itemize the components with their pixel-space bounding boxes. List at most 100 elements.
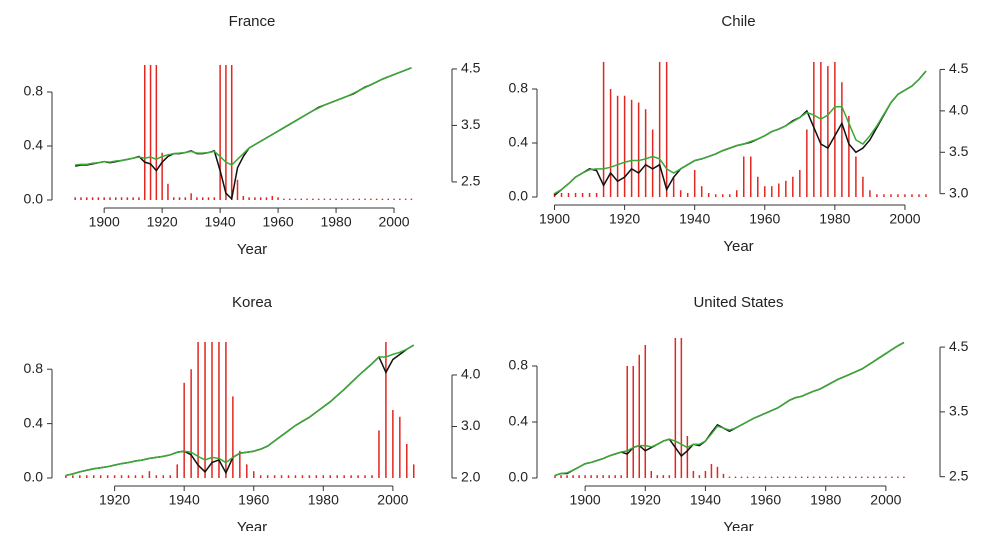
y-tick-label: 0.8: [24, 360, 44, 376]
bar: [728, 476, 731, 478]
bar: [346, 198, 349, 200]
x-tick-label: 1920: [609, 211, 640, 227]
bar: [855, 476, 857, 478]
bar: [785, 180, 787, 197]
bar: [308, 475, 311, 478]
x-tick-label: 1960: [238, 492, 269, 508]
bar: [92, 475, 95, 478]
bar: [197, 342, 199, 478]
bar: [590, 475, 592, 478]
bar: [252, 471, 255, 478]
bar: [674, 338, 677, 478]
bar: [141, 475, 144, 478]
x-tick-label: 1920: [630, 492, 661, 508]
bar: [668, 475, 671, 478]
bar: [329, 198, 332, 200]
x-tick-label: 1980: [819, 211, 850, 227]
x-tick-label: 1980: [308, 492, 339, 508]
bar: [127, 475, 130, 478]
bar: [584, 475, 586, 478]
bar: [740, 476, 743, 478]
bar: [113, 475, 116, 478]
bar: [714, 194, 717, 197]
bar: [271, 195, 274, 200]
bar: [758, 476, 761, 478]
bar: [650, 471, 653, 478]
bar: [341, 198, 343, 200]
bar: [686, 192, 689, 197]
bar: [834, 62, 836, 197]
bar: [735, 190, 738, 197]
bar: [393, 198, 395, 200]
bar: [721, 194, 724, 197]
x-tick-label: 2000: [889, 211, 920, 227]
bar: [820, 62, 822, 197]
bar: [752, 476, 755, 478]
bar: [608, 475, 610, 478]
line: [75, 67, 412, 166]
bar: [183, 382, 185, 478]
bar: [246, 464, 248, 478]
x-tick-label: 2000: [378, 214, 409, 230]
bar: [644, 345, 647, 478]
bar: [79, 475, 81, 478]
bar: [385, 342, 387, 478]
bar: [824, 476, 827, 478]
bar: [273, 475, 276, 478]
bar: [710, 464, 713, 478]
bar: [350, 475, 352, 478]
bar: [848, 116, 850, 197]
x-tick-label: 1900: [89, 214, 120, 230]
bar: [232, 396, 234, 478]
bar: [891, 476, 893, 478]
x-tick-label: 1900: [570, 492, 601, 508]
bar: [254, 197, 256, 200]
bar: [162, 475, 165, 478]
bar: [560, 192, 563, 197]
bar: [343, 475, 345, 478]
bar: [169, 475, 172, 478]
bar: [596, 475, 598, 478]
y-tick-label: 0.8: [509, 80, 529, 96]
bar: [698, 475, 701, 478]
bar: [283, 198, 285, 200]
bar: [578, 475, 580, 478]
bar: [190, 193, 192, 200]
bar: [567, 192, 570, 197]
bar: [890, 194, 892, 197]
bar: [588, 192, 591, 197]
bar: [161, 152, 163, 200]
bar: [692, 471, 695, 478]
bar: [91, 197, 94, 200]
bar: [80, 197, 82, 200]
bar: [869, 190, 871, 197]
bar: [873, 476, 875, 478]
bar: [301, 475, 304, 478]
y-tick-label: 0.0: [509, 188, 529, 204]
bar: [178, 197, 181, 200]
bar: [149, 65, 152, 200]
bar: [672, 176, 675, 197]
bar: [602, 62, 605, 197]
y-tick-label: 0.8: [24, 83, 44, 99]
bar: [867, 476, 869, 478]
bar: [644, 109, 647, 197]
bar: [614, 475, 616, 478]
y-tick-label: 0.0: [24, 191, 44, 207]
bar: [265, 197, 268, 200]
y-tick-label: 0.0: [509, 469, 529, 485]
bar: [626, 366, 628, 478]
bar: [623, 95, 626, 197]
y2-tick-label: 3.0: [949, 184, 969, 200]
bar: [239, 450, 241, 478]
bar: [167, 183, 169, 200]
bar: [800, 476, 803, 478]
bar: [259, 475, 262, 478]
y2-tick-label: 3.5: [461, 116, 481, 132]
bar: [72, 475, 74, 478]
y-tick-label: 0.0: [24, 469, 44, 485]
bar: [879, 476, 881, 478]
panel-title: Korea: [232, 294, 273, 311]
x-axis-label: Year: [237, 241, 267, 258]
x-tick-label: 1940: [679, 211, 710, 227]
